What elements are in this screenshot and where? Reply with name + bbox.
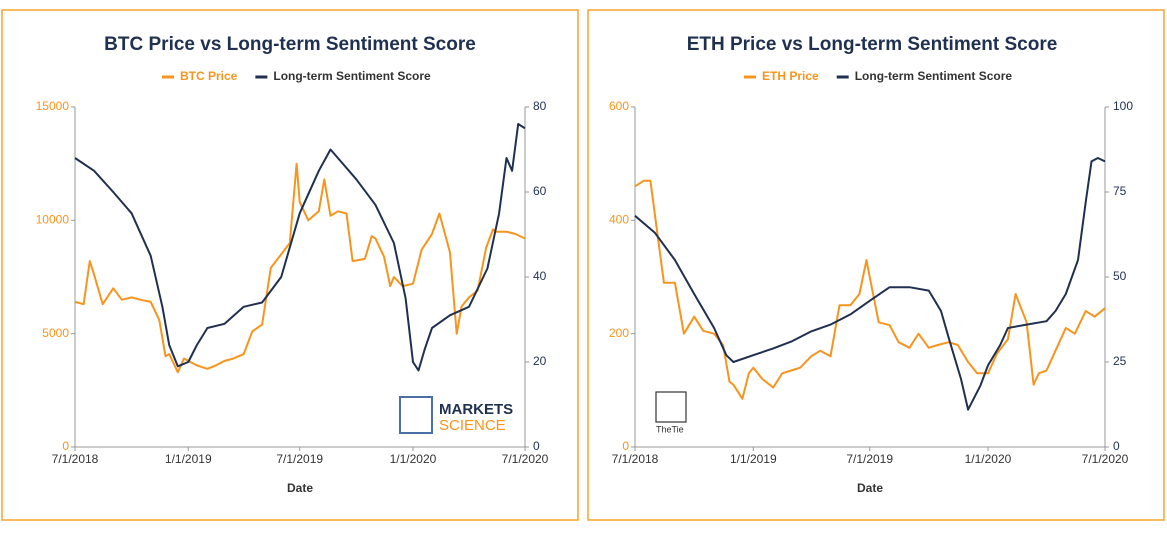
y-tick-label: 0 — [622, 439, 629, 453]
y-tick-label: 200 — [609, 326, 629, 340]
y-tick-label: 0 — [62, 439, 69, 453]
x-tick-label: 7/1/2018 — [612, 452, 659, 466]
logo-icon — [655, 391, 687, 423]
y2-tick-label: 100 — [1113, 99, 1133, 113]
chart-title: BTC Price vs Long-term Sentiment Score — [104, 34, 476, 55]
y2-tick-label: 0 — [533, 439, 540, 453]
y2-tick-label: 0 — [1113, 439, 1120, 453]
series-line — [74, 123, 526, 372]
y2-tick-label: 40 — [533, 269, 547, 283]
x-tick-label: 7/1/2018 — [52, 452, 99, 466]
x-tick-label: 1/1/2020 — [965, 452, 1012, 466]
legend-label: BTC Price — [180, 69, 238, 83]
panel — [1, 9, 579, 521]
y2-tick-label: 25 — [1113, 354, 1127, 368]
y2-tick-label: 20 — [533, 354, 547, 368]
watermark: MARKETS — [439, 401, 513, 418]
y-tick-label: 400 — [609, 213, 629, 227]
x-axis-label: Date — [287, 481, 313, 495]
watermark: TheTie — [656, 424, 684, 434]
y-tick-label: 10000 — [36, 213, 70, 227]
series-line — [74, 162, 526, 374]
x-tick-label: 7/1/2020 — [1082, 452, 1129, 466]
x-tick-label: 1/1/2019 — [730, 452, 777, 466]
y-tick-label: 15000 — [36, 99, 70, 113]
legend-label: Long-term Sentiment Score — [855, 69, 1013, 83]
y2-tick-label: 75 — [1113, 184, 1127, 198]
x-tick-label: 1/1/2020 — [390, 452, 437, 466]
logo-icon — [399, 396, 433, 434]
legend-label: ETH Price — [762, 69, 819, 83]
series-line — [634, 157, 1106, 411]
x-axis-label: Date — [857, 481, 883, 495]
x-tick-label: 7/1/2019 — [276, 452, 323, 466]
y2-tick-label: 50 — [1113, 269, 1127, 283]
x-tick-label: 7/1/2020 — [502, 452, 549, 466]
series-line — [634, 179, 1106, 400]
x-tick-label: 1/1/2019 — [165, 452, 212, 466]
y2-tick-label: 80 — [533, 99, 547, 113]
watermark: SCIENCE — [439, 417, 506, 434]
y2-tick-label: 60 — [533, 184, 547, 198]
y-tick-label: 600 — [609, 99, 629, 113]
panel — [587, 9, 1165, 521]
legend-label: Long-term Sentiment Score — [273, 69, 431, 83]
y-tick-label: 5000 — [42, 326, 69, 340]
chart-title: ETH Price vs Long-term Sentiment Score — [687, 34, 1058, 55]
x-tick-label: 7/1/2019 — [846, 452, 893, 466]
